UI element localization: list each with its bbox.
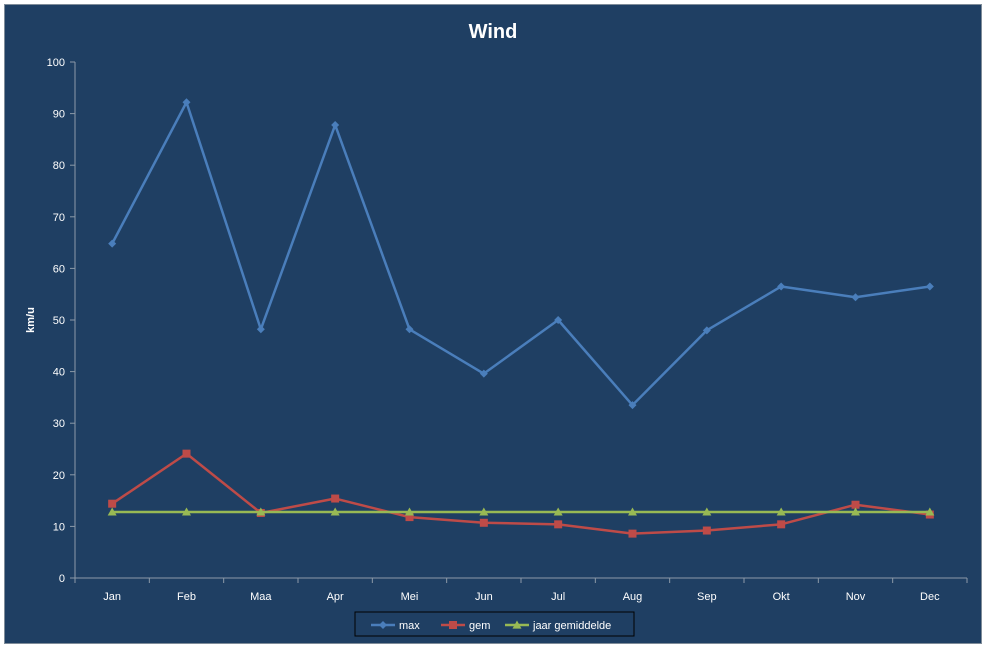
x-tick-label: Sep [697, 591, 717, 603]
data-point [108, 499, 117, 508]
legend-marker [512, 620, 522, 629]
data-point [182, 449, 191, 458]
data-point [256, 507, 266, 516]
x-tick-label: Feb [177, 591, 196, 603]
data-point [182, 507, 191, 516]
data-point [628, 507, 637, 516]
y-tick-label: 10 [53, 521, 65, 533]
data-point [108, 239, 117, 248]
data-point [182, 98, 191, 107]
legend-marker [379, 621, 387, 629]
data-point [628, 401, 637, 410]
data-point [479, 507, 489, 516]
data-point [851, 500, 860, 509]
y-tick-label: 30 [53, 418, 65, 430]
x-tick-label: Dec [920, 591, 940, 603]
x-tick-label: Jul [551, 591, 565, 603]
x-tick-label: Nov [846, 591, 866, 603]
y-axis-label: km/u [25, 307, 37, 333]
y-tick-label: 0 [59, 573, 65, 585]
x-tick-label: Okt [773, 591, 790, 603]
data-point [405, 507, 414, 516]
series-1 [108, 449, 934, 538]
y-tick-label: 60 [53, 263, 65, 275]
data-point [256, 325, 265, 334]
legend: max gem jaar gemiddelde [354, 611, 635, 637]
legend-label: gem [469, 620, 490, 632]
series-2 [107, 507, 935, 516]
y-tick-label: 40 [53, 367, 65, 379]
series-line [111, 100, 931, 407]
data-point [777, 520, 786, 529]
data-point [702, 526, 711, 535]
legend-box [354, 611, 635, 637]
y-tick-label: 70 [53, 212, 65, 224]
data-point [107, 507, 117, 516]
y-tick-label: 90 [53, 109, 65, 121]
data-point [553, 507, 563, 516]
data-point [331, 494, 340, 503]
legend-label: jaar gemiddelde [532, 620, 611, 632]
y-tick-label: 80 [53, 160, 65, 172]
data-point [851, 507, 860, 516]
data-point [851, 293, 860, 302]
data-point [479, 369, 488, 378]
series-0 [108, 98, 934, 410]
data-point [702, 326, 711, 335]
data-point [777, 282, 786, 291]
data-point [330, 507, 340, 516]
data-point [628, 529, 637, 538]
data-point [479, 518, 488, 527]
data-point [702, 507, 712, 516]
x-tick-label: Jun [475, 591, 493, 603]
data-point [331, 120, 340, 129]
chart-area [4, 4, 982, 644]
data-point [925, 282, 934, 291]
y-tick-label: 20 [53, 470, 65, 482]
data-point [405, 513, 414, 522]
axes: 0 10 20 30 40 50 60 70 80 90 100 Jan Feb Maa Apr Mei Jun… [47, 57, 968, 603]
x-tick-label: Aug [623, 591, 643, 603]
series-layer [107, 98, 935, 538]
chart-title: Wind [469, 21, 518, 43]
data-point [925, 507, 935, 516]
data-point [776, 507, 786, 516]
series-line [111, 452, 930, 535]
x-tick-label: Apr [327, 591, 344, 603]
x-tick-label: Maa [250, 591, 272, 603]
y-tick-label: 100 [47, 57, 65, 69]
legend-label: max [399, 620, 420, 632]
data-point [554, 520, 563, 529]
y-tick-label: 50 [53, 315, 65, 327]
data-point [554, 316, 563, 324]
x-tick-label: Jan [103, 591, 121, 603]
x-tick-label: Mei [401, 591, 419, 603]
data-point [405, 325, 414, 334]
legend-marker [449, 621, 457, 629]
